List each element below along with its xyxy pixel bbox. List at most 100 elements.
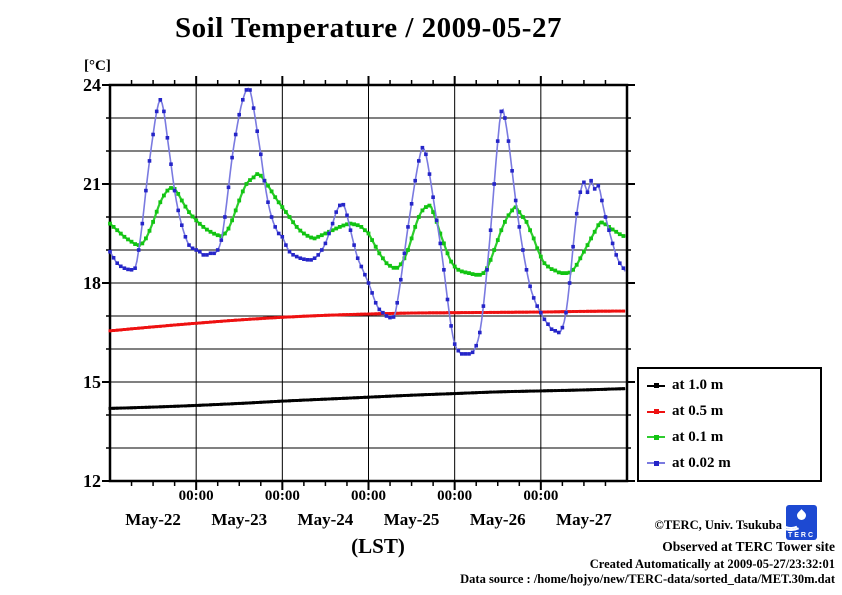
- data-point-marker: [298, 228, 303, 233]
- data-point-marker: [435, 392, 439, 396]
- data-point-marker: [118, 231, 123, 236]
- data-point-marker: [492, 182, 496, 186]
- data-point-marker: [284, 399, 288, 403]
- data-point-marker: [492, 390, 496, 394]
- data-point-marker: [280, 205, 285, 209]
- data-point-marker: [593, 388, 597, 392]
- data-point-marker: [197, 221, 202, 226]
- data-point-marker: [291, 253, 295, 257]
- data-point-marker: [183, 404, 187, 408]
- data-point-marker: [291, 220, 295, 225]
- data-point-marker: [578, 388, 582, 392]
- data-point-marker: [410, 311, 414, 315]
- data-point-marker: [273, 225, 277, 229]
- data-point-marker: [180, 322, 184, 326]
- legend-label: at 1.0 m: [672, 377, 724, 394]
- data-point-marker: [384, 261, 389, 266]
- x-axis-label: (LST): [351, 534, 405, 558]
- data-point-marker: [363, 228, 367, 233]
- data-point-marker: [126, 327, 130, 331]
- data-point-marker: [391, 315, 396, 319]
- data-point-marker: [320, 314, 324, 317]
- data-point-marker: [173, 404, 177, 408]
- data-point-marker: [431, 392, 435, 396]
- series-marker-icon: [647, 381, 665, 390]
- data-point-marker: [154, 109, 159, 114]
- data-point-marker: [244, 88, 249, 92]
- data-point-marker: [496, 310, 500, 314]
- data-point-marker: [428, 393, 431, 396]
- data-point-marker: [377, 307, 382, 312]
- data-point-marker: [162, 109, 166, 114]
- data-point-marker: [499, 228, 504, 233]
- data-point-marker: [395, 301, 399, 305]
- data-point-marker: [467, 352, 471, 356]
- data-point-marker: [514, 310, 518, 314]
- data-point-marker: [435, 311, 439, 315]
- data-point-marker: [187, 210, 191, 214]
- data-point-marker: [485, 268, 489, 272]
- data-point-marker: [385, 312, 388, 316]
- data-point-marker: [201, 403, 205, 407]
- data-point-marker: [488, 258, 493, 262]
- data-point-marker: [617, 232, 622, 237]
- data-point-marker: [621, 309, 625, 313]
- chart-title: Soil Temperature / 2009-05-27: [175, 12, 562, 44]
- data-point-marker: [535, 389, 539, 393]
- data-point-marker: [409, 236, 414, 241]
- data-point-marker: [388, 394, 392, 398]
- data-point-marker: [233, 208, 238, 213]
- data-point-marker: [205, 403, 209, 407]
- data-point-marker: [521, 215, 525, 219]
- data-point-marker: [255, 172, 260, 176]
- data-point-marker: [550, 389, 554, 393]
- data-point-marker: [374, 312, 378, 316]
- series-at-0.1-m: [108, 172, 626, 277]
- data-point-marker: [162, 193, 166, 198]
- data-point-marker: [589, 388, 593, 392]
- data-point-marker: [463, 311, 467, 315]
- data-point-marker: [531, 296, 536, 300]
- data-point-marker: [438, 231, 443, 236]
- data-point-marker: [571, 310, 575, 313]
- data-point-marker: [255, 129, 259, 133]
- data-point-marker: [219, 402, 223, 406]
- credit-text: ©TERC, Univ. Tsukuba: [654, 518, 782, 532]
- data-point-marker: [327, 313, 331, 317]
- data-point-marker: [528, 284, 532, 289]
- data-point-marker: [226, 185, 231, 190]
- data-source-text: Data source : /home/hojyo/new/TERC-data/…: [460, 572, 835, 586]
- observed-site-text: Observed at TERC Tower site: [662, 539, 835, 554]
- data-point-marker: [130, 406, 133, 410]
- data-point-marker: [567, 281, 572, 285]
- data-point-marker: [198, 321, 202, 325]
- data-point-marker: [377, 251, 382, 256]
- data-point-marker: [173, 323, 177, 327]
- data-point-marker: [363, 312, 367, 316]
- data-point-marker: [532, 310, 536, 314]
- data-point-marker: [553, 310, 557, 314]
- created-timestamp-text: Created Automatically at 2009-05-27/23:3…: [589, 557, 835, 571]
- data-point-marker: [280, 399, 284, 403]
- data-point-marker: [162, 324, 166, 328]
- data-point-marker: [521, 310, 525, 314]
- data-point-marker: [294, 254, 299, 259]
- data-point-marker: [456, 348, 461, 353]
- data-point-marker: [474, 272, 479, 277]
- data-point-marker: [575, 388, 579, 392]
- data-point-marker: [355, 223, 360, 228]
- data-point-marker: [492, 248, 497, 252]
- data-point-marker: [122, 234, 127, 239]
- data-point-marker: [614, 387, 618, 391]
- data-point-marker: [374, 395, 378, 399]
- data-point-marker: [327, 397, 331, 401]
- x-tick-day-label: May-23: [211, 510, 268, 529]
- data-point-marker: [596, 223, 601, 228]
- data-point-marker: [611, 309, 615, 313]
- data-point-marker: [334, 226, 339, 231]
- data-point-marker: [237, 112, 241, 117]
- data-point-marker: [237, 318, 241, 322]
- data-point-marker: [180, 404, 184, 408]
- data-point-marker: [140, 221, 145, 226]
- data-point-marker: [417, 159, 421, 163]
